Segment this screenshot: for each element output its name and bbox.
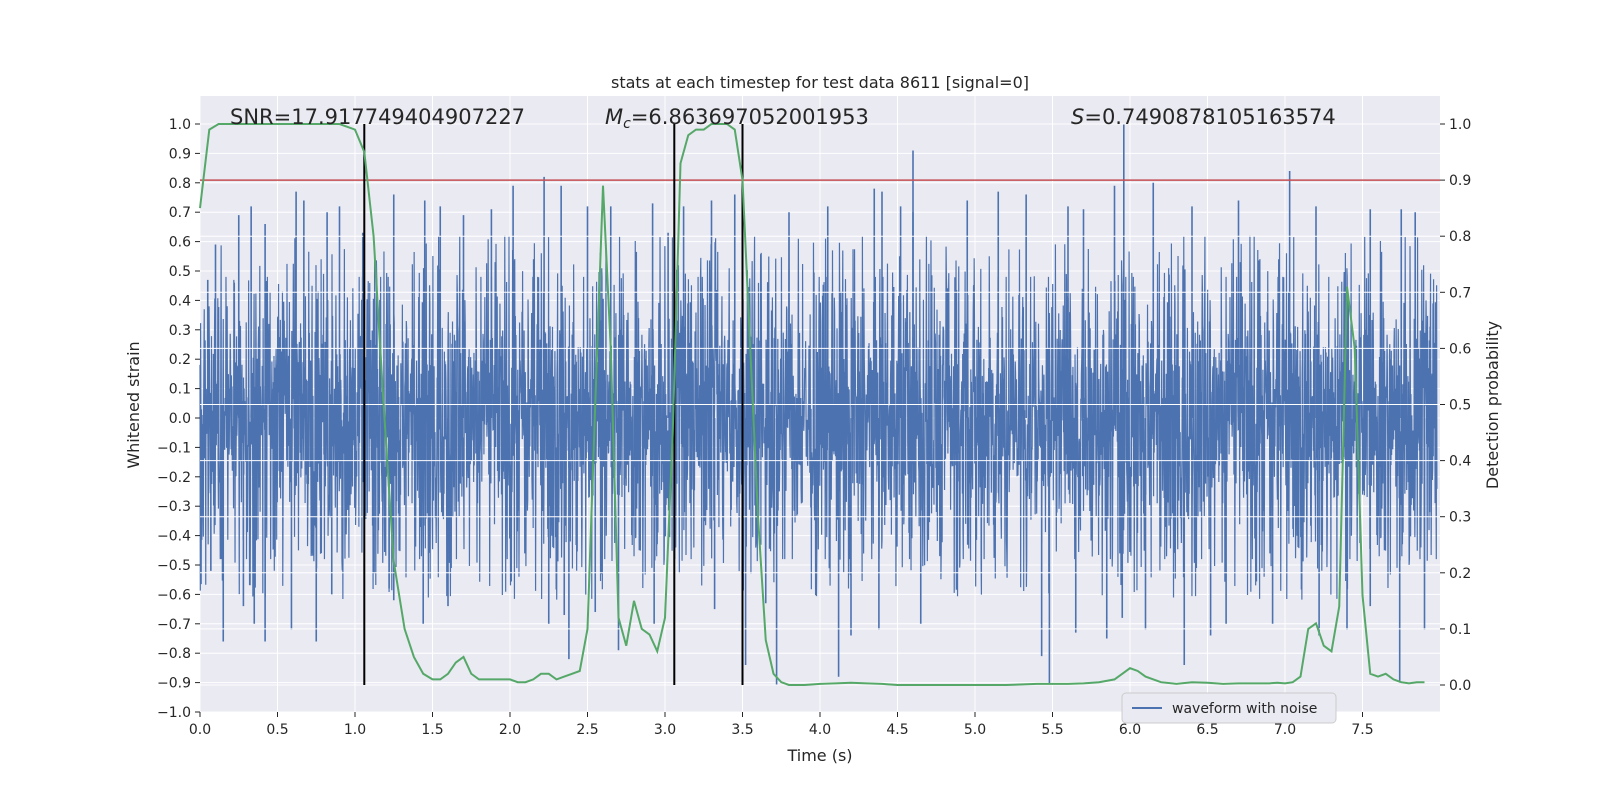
probability-series: [199, 123, 1425, 686]
x-tick-label: 1.0: [344, 722, 366, 738]
y-tick-label: 0.4: [169, 293, 191, 309]
y-tick-label: −0.9: [157, 676, 191, 692]
legend: waveform with noise: [1121, 692, 1337, 724]
y2-tick-label: 0.0: [1449, 678, 1471, 694]
x-tick-label: 4.5: [886, 722, 908, 738]
legend-box: [1121, 692, 1337, 724]
probability-line: [199, 123, 1425, 686]
y-axis-label: Whitened strain: [124, 341, 143, 468]
y2-tick-label: 0.7: [1449, 285, 1471, 301]
x-tick-label: 4.0: [809, 722, 831, 738]
x-tick-label: 2.0: [499, 722, 521, 738]
y-tick-label: −0.8: [157, 646, 191, 662]
x-tick-label: 0.5: [266, 722, 288, 738]
y2-tick-label: 1.0: [1449, 117, 1471, 133]
x-tick-label: 3.0: [654, 722, 676, 738]
legend-label: waveform with noise: [1172, 701, 1317, 717]
y-tick-label: 0.1: [169, 382, 191, 398]
s-annotation: S=0.7490878105163574: [1071, 105, 1336, 129]
chirp-mass-symbol: M: [605, 105, 623, 129]
y-tick-label: −1.0: [157, 705, 191, 721]
snr-annotation: SNR=17.917749404907227: [230, 105, 525, 129]
y-tick-label: −0.7: [157, 617, 191, 633]
y-tick-label: 0.5: [169, 264, 191, 280]
y-tick-label: −0.4: [157, 529, 191, 545]
y2-tick-label: 0.9: [1449, 173, 1471, 189]
y-tick-labels: −1.0 −0.9 −0.8 −0.7 −0.6 −0.5 −0.4 −0.3 −0.2 −0.1…: [157, 117, 200, 721]
s-value: =0.7490878105163574: [1084, 105, 1335, 129]
y2-tick-label: 0.4: [1449, 454, 1471, 470]
y-tick-label: 0.7: [169, 205, 191, 221]
y-tick-label: 1.0: [169, 117, 191, 133]
y2-tick-labels: 0.0 0.1 0.2 0.3 0.4 0.5 0.6 0.7 0.8 0.9 1.0: [1440, 117, 1471, 694]
y-tick-label: 0.2: [169, 352, 191, 368]
y-tick-label: −0.6: [157, 587, 191, 603]
chirp-mass-subscript: c: [623, 116, 631, 132]
chart-title: stats at each timestep for test data 861…: [611, 73, 1029, 92]
x-tick-label: 5.5: [1041, 722, 1063, 738]
x-tick-label: 6.0: [1119, 722, 1141, 738]
x-tick-label: 2.5: [576, 722, 598, 738]
y2-axis-label: Detection probability: [1483, 321, 1502, 489]
y-tick-label: 0.9: [169, 146, 191, 162]
y-tick-label: −0.2: [157, 470, 191, 486]
y-tick-label: 0.0: [169, 411, 191, 427]
y-tick-label: −0.5: [157, 558, 191, 574]
waveform-line: [199, 235, 1438, 600]
x-tick-label: 7.0: [1274, 722, 1296, 738]
y2-tick-label: 0.5: [1449, 398, 1471, 414]
y2-tick-label: 0.8: [1449, 229, 1471, 245]
y2-tick-label: 0.3: [1449, 510, 1471, 526]
y2-tick-label: 0.2: [1449, 566, 1471, 582]
y-tick-label: 0.3: [169, 323, 191, 339]
x-tick-label: 0.0: [189, 722, 211, 738]
x-tick-label: 1.5: [421, 722, 443, 738]
x-tick-label: 7.5: [1351, 722, 1373, 738]
s-symbol: S: [1071, 105, 1084, 129]
chirp-mass-value: =6.863697052001953: [631, 105, 869, 129]
y-tick-label: 0.8: [169, 176, 191, 192]
y2-tick-label: 0.6: [1449, 341, 1471, 357]
x-axis-label: Time (s): [786, 746, 852, 765]
y-tick-label: −0.1: [157, 440, 191, 456]
x-tick-label: 3.5: [731, 722, 753, 738]
y2-tick-label: 0.1: [1449, 622, 1471, 638]
y-tick-label: −0.3: [157, 499, 191, 515]
x-tick-label: 6.5: [1196, 722, 1218, 738]
chirp-mass-annotation: Mc=6.863697052001953: [605, 105, 869, 132]
x-tick-label: 5.0: [964, 722, 986, 738]
y-tick-label: 0.6: [169, 235, 191, 251]
